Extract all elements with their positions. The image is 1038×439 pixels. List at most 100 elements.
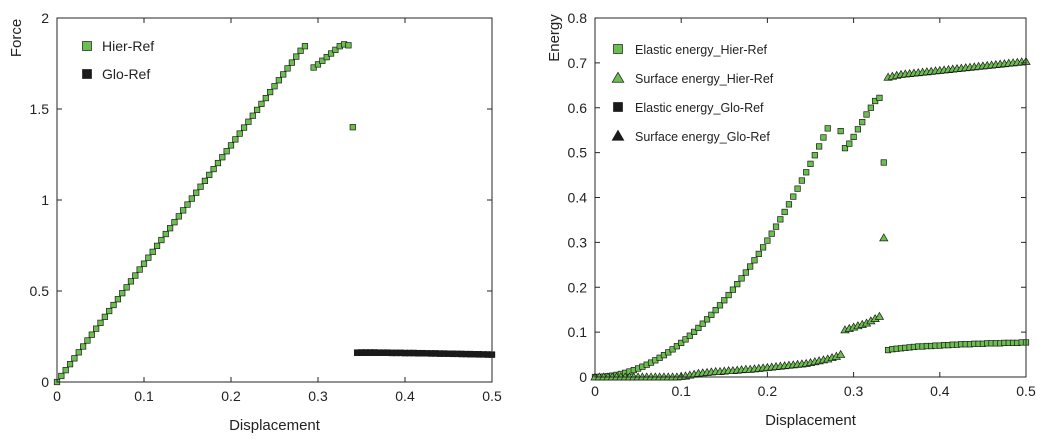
data-point [119, 290, 126, 297]
legend-entry: Surface energy_Glo-Ref [611, 129, 770, 144]
data-point [349, 124, 356, 131]
data-point [301, 43, 309, 50]
data-point [803, 169, 810, 176]
data-point [712, 307, 719, 314]
data-point [249, 112, 256, 119]
x-tick-label: 0 [591, 383, 599, 399]
y-tick-label: 0 [579, 369, 587, 385]
data-point [210, 165, 217, 173]
data-point [88, 331, 95, 338]
data-point [114, 296, 122, 303]
data-point [284, 65, 291, 72]
data-point [293, 53, 300, 60]
y-tick-label: 0.1 [568, 324, 588, 340]
data-point [206, 171, 213, 178]
data-point [323, 54, 330, 61]
data-point [729, 286, 737, 293]
data-point [764, 237, 771, 244]
data-point [859, 119, 866, 126]
data-point [798, 177, 805, 184]
data-point [223, 148, 230, 155]
legend-marker [82, 41, 92, 51]
data-point [275, 77, 282, 84]
data-point [824, 125, 831, 132]
data-point [777, 216, 784, 223]
force-chart: 0 0.1 0.2 0.3 0.4 0.5 0 0.5 1 1.5 2 Displacement For… [8, 10, 502, 434]
data-point [267, 88, 274, 96]
y-tick-label: 0.6 [568, 100, 588, 116]
x-tick-label: 0.5 [1016, 383, 1036, 399]
legend-entry: Elastic energy_Hier-Ref [613, 43, 768, 57]
data-point [703, 316, 711, 323]
data-point [699, 320, 706, 327]
data-point [149, 248, 156, 255]
data-point [880, 159, 887, 166]
x-tick-label: 0.1 [134, 388, 154, 404]
data-point [280, 71, 287, 78]
data-point [188, 195, 195, 202]
data-point [721, 297, 728, 304]
data-point [58, 372, 65, 380]
x-axis-title: Displacement [229, 417, 321, 434]
data-point [836, 349, 846, 358]
series-1 [590, 56, 1031, 381]
legend-marker [82, 69, 92, 79]
data-point [794, 185, 801, 192]
data-point [837, 127, 844, 135]
y-tick-label: 1.5 [30, 101, 50, 117]
data-point [219, 154, 226, 161]
data-point [97, 319, 104, 326]
data-point [201, 177, 208, 184]
data-point [820, 134, 827, 141]
y-tick-label: 0 [41, 374, 49, 390]
data-point [175, 213, 182, 220]
x-tick-label: 0.4 [930, 383, 950, 399]
data-point [180, 207, 187, 214]
data-point [171, 219, 178, 226]
data-point [874, 311, 885, 320]
legend-entry: Glo-Ref [82, 66, 150, 82]
y-tick-label: 0.5 [568, 145, 588, 161]
data-point [742, 269, 749, 276]
legend-label: Surface energy_Glo-Ref [635, 130, 770, 144]
x-tick-label: 0.3 [308, 388, 328, 404]
legend-label: Hier-Ref [102, 38, 154, 54]
data-point [872, 97, 879, 105]
data-point [755, 250, 762, 258]
data-point [695, 324, 702, 332]
data-point [319, 57, 326, 64]
data-point [288, 59, 295, 66]
data-point [84, 337, 91, 344]
data-point [110, 301, 117, 309]
data-point [71, 355, 78, 362]
data-point [846, 140, 853, 147]
data-point [314, 61, 322, 68]
data-point [716, 302, 724, 309]
data-point [332, 46, 339, 53]
data-point [197, 183, 204, 190]
legend-entry: Hier-Ref [82, 38, 154, 54]
x-tick-label: 0.1 [671, 383, 691, 399]
legend: Elastic energy_Hier-Ref Surface energy_Hi… [611, 43, 774, 144]
data-point [258, 100, 265, 108]
data-point [876, 94, 883, 101]
y-tick-label: 0.2 [568, 279, 588, 295]
x-tick-label: 0.2 [758, 383, 778, 399]
x-tick-label: 0 [53, 388, 61, 404]
data-point [850, 133, 857, 141]
y-tick-label: 1 [41, 192, 49, 208]
data-point [673, 343, 680, 350]
data-point [167, 225, 174, 232]
series-0 [53, 41, 496, 386]
data-point [879, 233, 889, 242]
data-point [262, 94, 269, 102]
data-point [240, 124, 248, 131]
legend-label: Glo-Ref [102, 66, 150, 82]
x-tick-label: 0.3 [844, 383, 864, 399]
data-point [863, 111, 870, 118]
data-point [738, 275, 745, 282]
data-point [123, 284, 130, 291]
data-point [232, 136, 239, 143]
data-point [75, 349, 82, 356]
data-point [669, 346, 676, 353]
